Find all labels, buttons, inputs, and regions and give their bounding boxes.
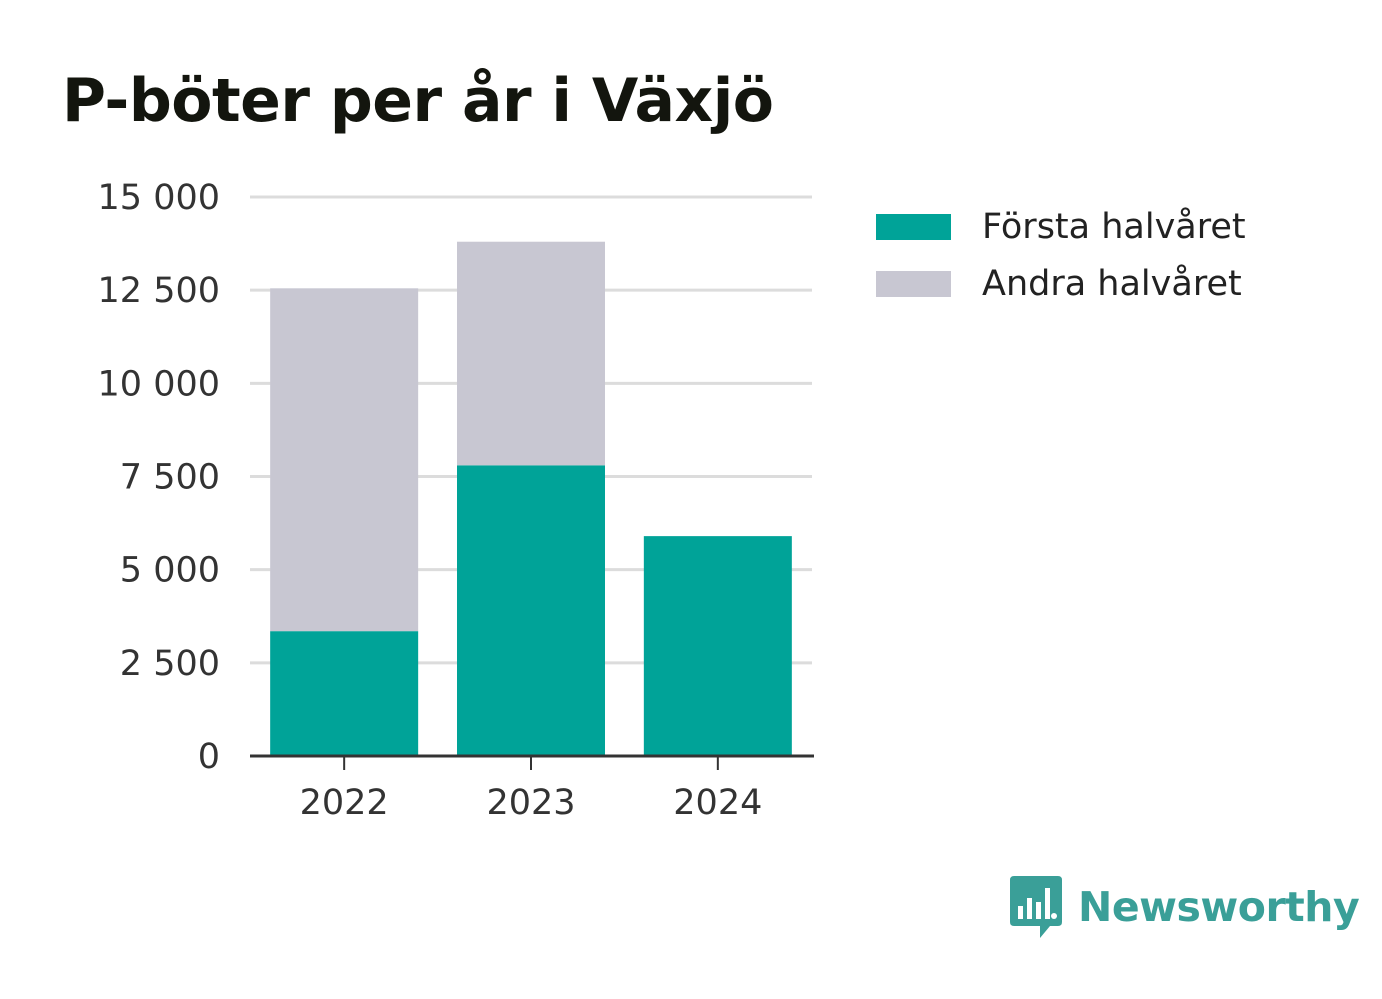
y-tick-label: 15 000 [98,178,220,218]
x-tick-label: 2024 [673,783,762,823]
x-tick-label: 2023 [486,783,575,823]
y-tick-label: 7 500 [120,458,220,498]
legend-swatch-first-half [876,213,951,240]
y-tick-label: 2 500 [120,644,220,684]
bars [270,241,792,756]
newsworthy-logo-icon [1010,876,1062,938]
legend-item-second-half: Andra halvåret [876,255,1246,312]
y-tick-label: 0 [198,737,220,777]
x-tick-label: 2022 [300,783,389,823]
brand-logo: Newsworthy [1010,876,1360,938]
y-tick-label: 12 500 [98,271,220,311]
y-tick-label: 5 000 [120,551,220,591]
y-tick-label: 10 000 [98,364,220,404]
bar-2023-first-half [457,465,605,756]
brand-name: Newsworthy [1078,883,1360,931]
axes [250,754,814,770]
legend-swatch-second-half [876,270,951,297]
legend: Första halvåret Andra halvåret [876,198,1246,312]
bar-2022-first-half [270,631,419,756]
legend-label-second-half: Andra halvåret [982,263,1242,304]
tick-labels: 0 2 500 5 000 7 500 10 000 12 500 15 000 2022 20… [98,178,763,823]
bar-2022-second-half [270,288,419,632]
legend-label-first-half: Första halvåret [982,206,1246,247]
bar-2024-first-half [643,536,792,756]
legend-item-first-half: Första halvåret [876,198,1246,255]
bar-2023-second-half [457,241,605,466]
chart-title: P-böter per år i Växjö [62,66,774,136]
